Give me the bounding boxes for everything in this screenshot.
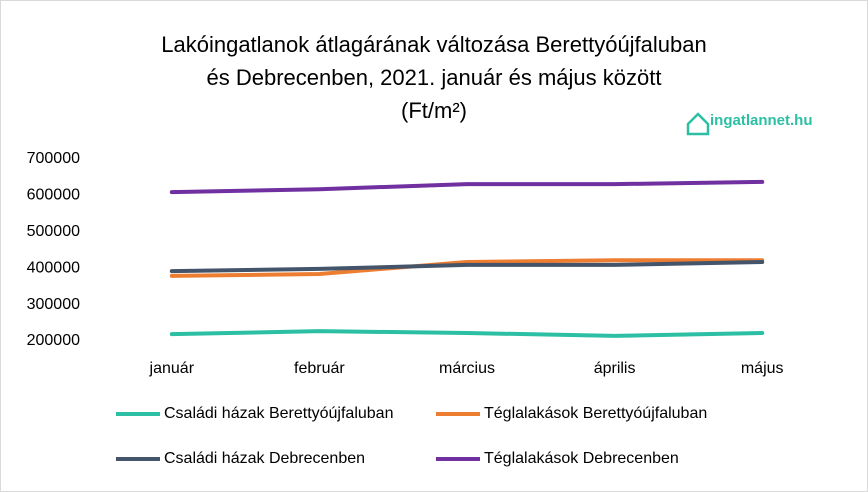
y-tick-label: 500000: [27, 223, 80, 240]
line: [169, 260, 765, 274]
logo-icon: [686, 112, 710, 136]
chart-title: Lakóingatlanok átlagárának változása Ber…: [161, 32, 707, 57]
legend-label: Családi házak Berettyóújfaluban: [164, 405, 393, 422]
y-tick-label: 300000: [27, 296, 80, 313]
y-tick-label: 600000: [27, 187, 80, 204]
y-tick-label: 700000: [27, 150, 80, 167]
x-tick-label: május: [741, 360, 784, 377]
y-tick-label: 200000: [27, 332, 80, 349]
line: [169, 329, 765, 338]
x-tick-label: január: [149, 360, 195, 377]
y-tick-label: 400000: [27, 259, 80, 276]
logo-text: ingatlannet.hu: [710, 112, 813, 129]
x-tick-label: március: [439, 360, 495, 377]
legend-label: Családi házak Debrecenben: [164, 450, 365, 467]
line: [169, 258, 765, 278]
chart-title: és Debrecenben, 2021. január és május kö…: [207, 65, 662, 90]
legend-label: Téglalakások Berettyóújfaluban: [484, 405, 707, 422]
legend-label: Téglalakások Debrecenben: [484, 450, 679, 467]
x-tick-label: április: [594, 360, 636, 377]
line: [169, 179, 765, 195]
chart-title: (Ft/m²): [401, 98, 467, 123]
x-tick-label: február: [294, 360, 345, 377]
logo: ingatlannet.hu: [686, 112, 813, 136]
